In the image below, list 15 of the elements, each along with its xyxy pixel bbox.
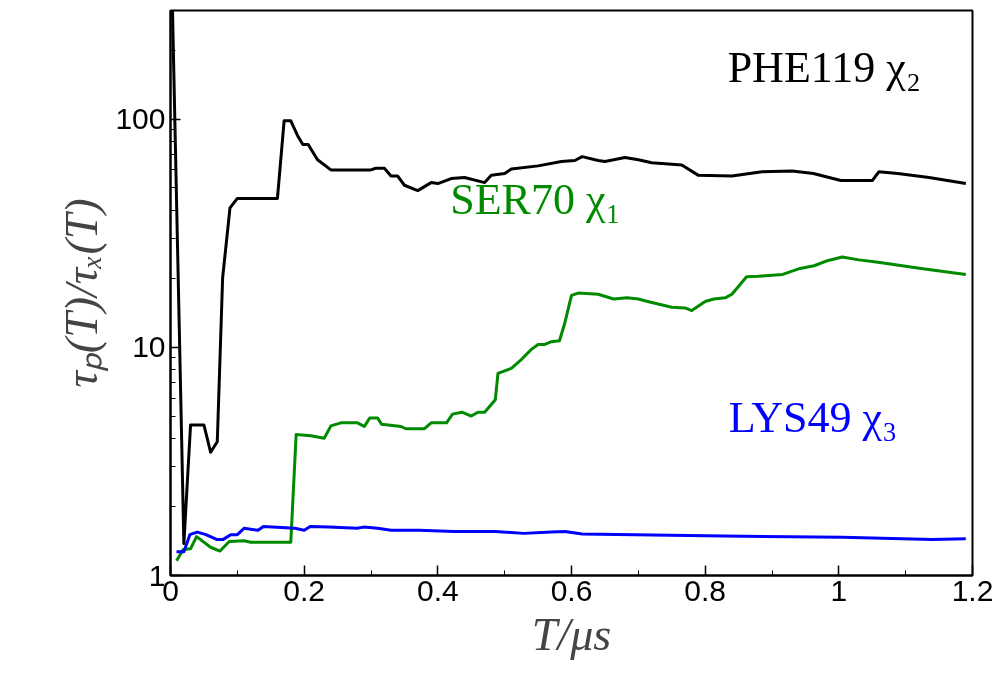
x-tick-label: 0.8 [684,573,727,607]
series-label: SER70 χ₁ [450,175,621,225]
line-series [175,525,968,554]
x-tick-label: 1 [830,573,848,607]
y-axis-title: τₚ(T)/τₓ(T) [56,198,110,388]
text: LYS49 χ₃ [728,392,898,442]
y-tick-label: 10 [132,330,166,364]
x-tick-label: 1.2 [951,573,994,607]
y-tick-label: 100 [115,102,166,136]
x-tick-label: 0.4 [416,573,459,607]
x-axis-title: T/μs [531,608,612,660]
x-tick-label: 0.6 [550,573,593,607]
x-tick-label: 0.2 [283,573,326,607]
line-series [175,255,968,563]
series-label: PHE119 χ₂ [727,42,921,92]
